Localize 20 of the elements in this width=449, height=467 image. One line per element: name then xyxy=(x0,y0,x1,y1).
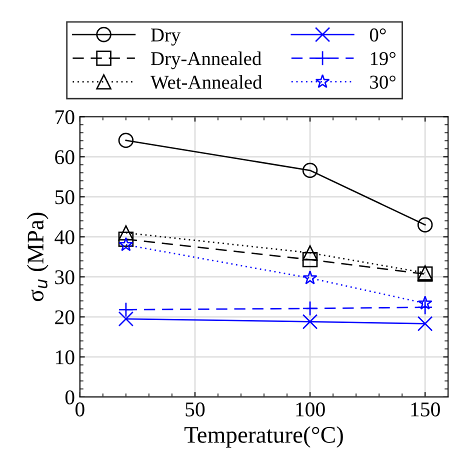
legend-label: 19° xyxy=(370,52,396,66)
y-tick-label: 20 xyxy=(55,310,74,324)
y-tick-label: 50 xyxy=(55,190,74,204)
x-tick-label: 100 xyxy=(296,402,325,416)
x-tick-label: 150 xyxy=(411,402,440,416)
y-tick-label: 70 xyxy=(56,110,74,124)
legend-label: Dry xyxy=(151,28,181,46)
y-tick-label: 10 xyxy=(56,350,74,364)
y-tick-label: 30 xyxy=(55,270,74,284)
x-tick-label: 50 xyxy=(186,402,205,416)
legend-label: 0° xyxy=(370,28,386,42)
x-tick-label: 0 xyxy=(76,402,84,416)
y-tick-label: 0 xyxy=(65,390,74,404)
y-tick-label: 60 xyxy=(55,150,74,164)
x-axis-title: Temperature(°C) xyxy=(184,426,343,448)
y-tick-label: 40 xyxy=(54,230,74,244)
legend-label: Wet-Annealed xyxy=(150,75,262,89)
legend-label: 30° xyxy=(370,76,396,89)
y-axis-title: σ$_{u}$ (MPa) xyxy=(26,212,48,302)
legend-label: Dry-Annealed xyxy=(151,52,262,70)
